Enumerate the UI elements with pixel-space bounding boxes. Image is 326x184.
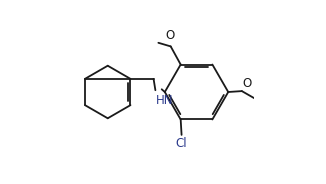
Text: O: O [243, 77, 252, 90]
Text: HN: HN [156, 94, 174, 107]
Text: O: O [165, 29, 174, 42]
Text: Cl: Cl [176, 137, 187, 150]
